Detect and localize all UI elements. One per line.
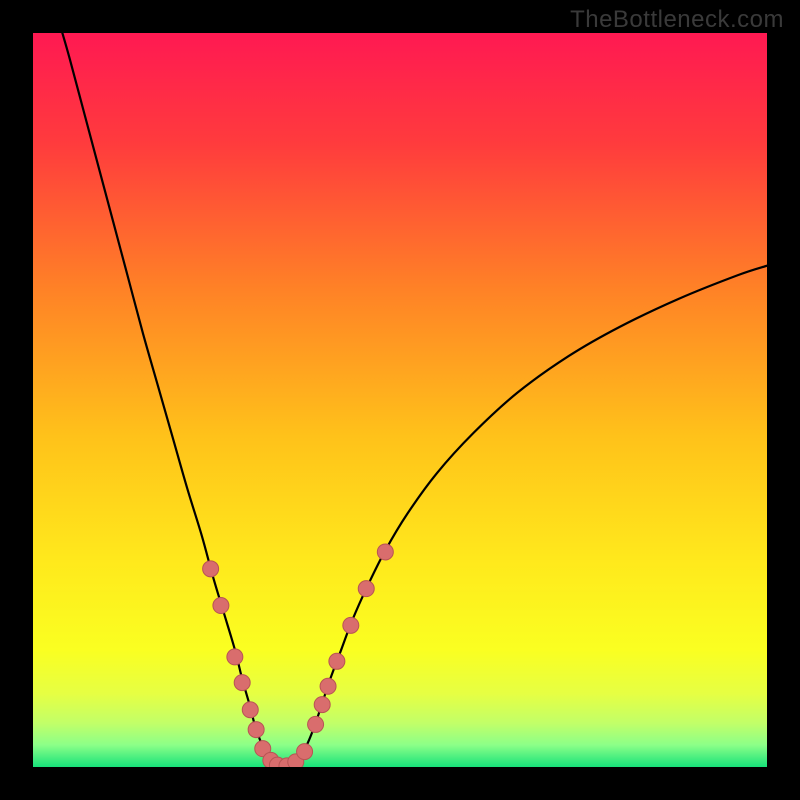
chart-frame: TheBottleneck.com xyxy=(0,0,800,800)
gradient-background xyxy=(33,33,767,767)
data-marker xyxy=(377,544,393,560)
data-marker xyxy=(329,653,345,669)
data-marker xyxy=(314,697,330,713)
data-marker xyxy=(308,716,324,732)
data-marker xyxy=(248,722,264,738)
data-marker xyxy=(320,678,336,694)
data-marker xyxy=(343,617,359,633)
data-marker xyxy=(213,598,229,614)
watermark: TheBottleneck.com xyxy=(570,6,784,34)
data-marker xyxy=(297,744,313,760)
plot-svg xyxy=(33,33,767,767)
data-marker xyxy=(358,581,374,597)
data-marker xyxy=(234,675,250,691)
data-marker xyxy=(227,649,243,665)
data-marker xyxy=(242,702,258,718)
data-marker xyxy=(203,561,219,577)
plot-area xyxy=(33,33,767,767)
